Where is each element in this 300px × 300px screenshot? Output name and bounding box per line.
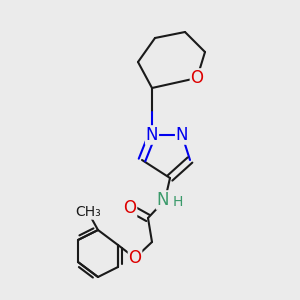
Text: O: O <box>124 199 136 217</box>
Text: H: H <box>173 195 183 209</box>
Text: N: N <box>157 191 169 209</box>
Text: O: O <box>190 69 203 87</box>
Text: N: N <box>176 126 188 144</box>
Text: O: O <box>128 249 142 267</box>
Text: N: N <box>146 126 158 144</box>
Text: CH₃: CH₃ <box>75 205 101 219</box>
